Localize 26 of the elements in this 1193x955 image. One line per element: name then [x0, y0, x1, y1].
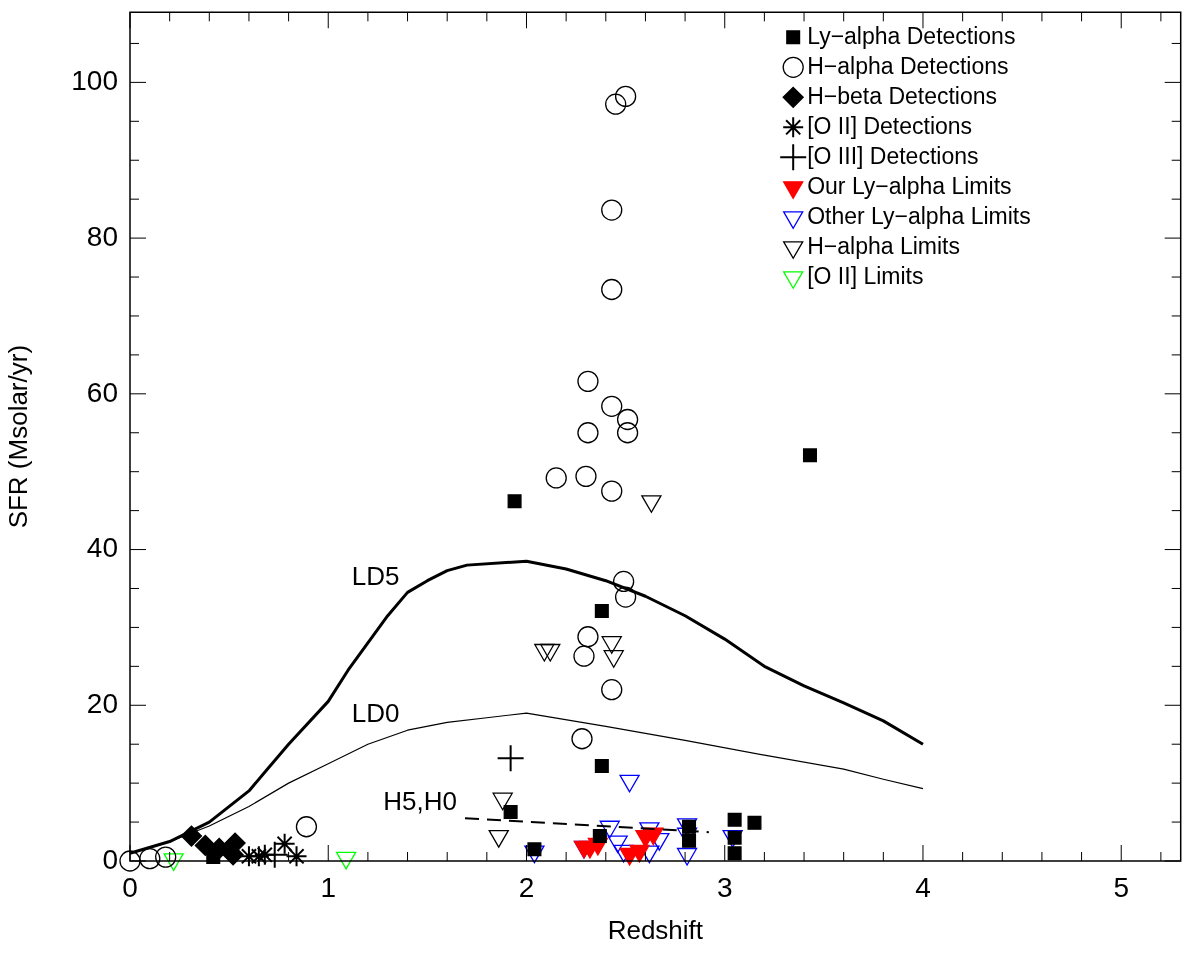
x-tick-label: 4	[915, 871, 931, 903]
legend-label: Our Ly−alpha Limits	[807, 172, 1012, 199]
y-tick-label: 100	[71, 65, 118, 97]
y-tick-label: 60	[86, 376, 118, 408]
y-tick-label: 80	[86, 220, 118, 252]
y-axis-title: SFR (Msolar/yr)	[2, 344, 33, 529]
legend-label: [O III] Detections	[807, 142, 979, 169]
y-tick-label: 40	[86, 532, 118, 564]
legend-label: H−alpha Limits	[807, 232, 960, 259]
series-label: H5,H0	[383, 786, 458, 817]
series-label: LD5	[351, 560, 400, 591]
series-label: LD0	[351, 698, 400, 729]
legend-label: Ly−alpha Detections	[807, 22, 1016, 49]
x-tick-label: 0	[122, 871, 138, 903]
legend-label: [O II] Detections	[807, 112, 973, 139]
legend-label: Other Ly−alpha Limits	[807, 202, 1031, 229]
x-tick-label: 5	[1113, 871, 1130, 903]
legend-label: H−alpha Detections	[807, 52, 1009, 79]
x-tick-label: 1	[320, 871, 337, 903]
y-tick-label: 0	[102, 843, 118, 875]
x-tick-label: 2	[518, 871, 535, 903]
x-tick-label: 3	[716, 871, 733, 903]
legend-label: H−beta Detections	[807, 82, 998, 109]
y-tick-label: 20	[86, 687, 118, 719]
legend-label: [O II] Limits	[807, 262, 924, 289]
x-axis-title: Redshift	[607, 914, 704, 945]
